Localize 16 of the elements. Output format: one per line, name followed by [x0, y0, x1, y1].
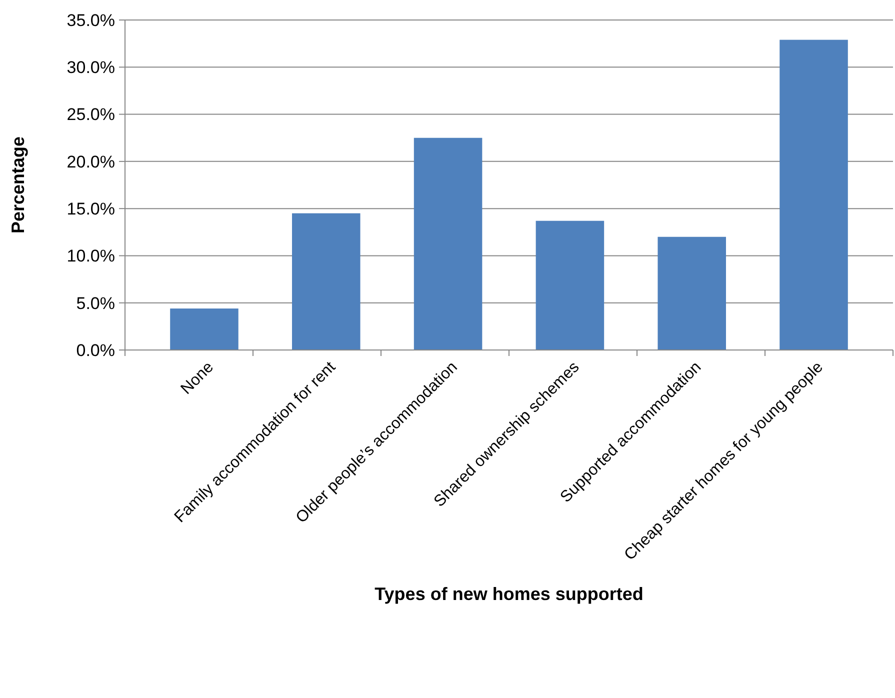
y-axis-title: Percentage — [8, 136, 28, 234]
bar — [658, 236, 726, 350]
bar — [170, 308, 238, 350]
bar — [292, 213, 360, 350]
y-tick-label: 25.0% — [66, 105, 115, 124]
x-axis-title: Types of new homes supported — [374, 584, 644, 604]
y-tick-label: 10.0% — [66, 246, 115, 266]
y-tick-label: 15.0% — [66, 200, 115, 219]
y-tick-label: 5.0% — [76, 294, 115, 313]
y-tick-label: 30.0% — [66, 58, 115, 78]
bar — [780, 40, 848, 350]
bar — [536, 220, 604, 350]
y-tick-label: 35.0% — [66, 10, 115, 30]
bar — [414, 138, 482, 350]
y-tick-label: 0.0% — [76, 340, 115, 360]
y-tick-label: 20.0% — [66, 152, 115, 172]
